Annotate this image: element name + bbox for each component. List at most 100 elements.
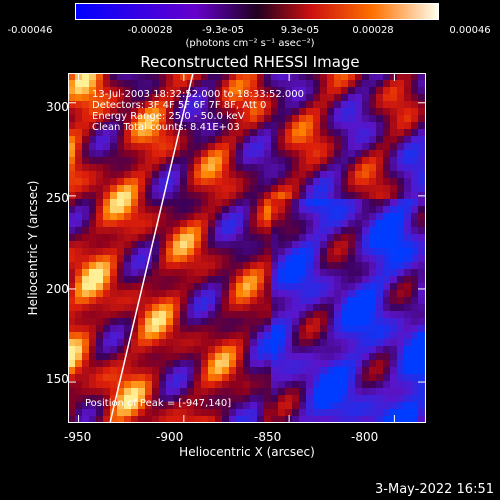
- heatmap-cell: [103, 374, 111, 382]
- heatmap-cell: [327, 297, 335, 305]
- heatmap-cell: [89, 402, 97, 410]
- heatmap-cell: [222, 360, 230, 368]
- heatmap-cell: [250, 402, 258, 410]
- heatmap-cell: [82, 395, 90, 403]
- heatmap-cell: [187, 360, 195, 368]
- heatmap-cell: [369, 283, 377, 291]
- heatmap-cell: [355, 199, 363, 207]
- heatmap-cell: [292, 150, 300, 158]
- heatmap-cell: [320, 276, 328, 284]
- heatmap-cell: [222, 276, 230, 284]
- heatmap-cell: [341, 276, 349, 284]
- heatmap-cell: [313, 213, 321, 221]
- heatmap-cell: [285, 164, 293, 172]
- heatmap-cell: [397, 297, 405, 305]
- heatmap-cell: [173, 416, 181, 423]
- heatmap-cell: [82, 297, 90, 305]
- heatmap-cell: [348, 402, 356, 410]
- heatmap-cell: [418, 402, 426, 410]
- heatmap-cell: [271, 213, 279, 221]
- heatmap-cell: [306, 206, 314, 214]
- heatmap-cell: [75, 388, 83, 396]
- heatmap-cell: [264, 101, 272, 109]
- heatmap-cell: [124, 178, 132, 186]
- heatmap-cell: [89, 339, 97, 347]
- heatmap-cell: [236, 374, 244, 382]
- heatmap-cell: [397, 206, 405, 214]
- heatmap-cell: [257, 360, 265, 368]
- heatmap-cell: [369, 150, 377, 158]
- heatmap-cell: [208, 381, 216, 389]
- heatmap-cell: [271, 262, 279, 270]
- heatmap-cell: [306, 220, 314, 228]
- heatmap-cell: [152, 409, 160, 417]
- heatmap-cell: [131, 171, 139, 179]
- heatmap-cell: [341, 290, 349, 298]
- heatmap-cell: [152, 339, 160, 347]
- heatmap-cell: [341, 297, 349, 305]
- heatmap-cell: [194, 346, 202, 354]
- heatmap-cell: [418, 115, 426, 123]
- heatmap-cell: [376, 318, 384, 326]
- heatmap-cell: [222, 416, 230, 423]
- heatmap-cell: [355, 283, 363, 291]
- heatmap-cell: [124, 360, 132, 368]
- heatmap-cell: [110, 262, 118, 270]
- heatmap-cell: [355, 185, 363, 193]
- heatmap-cell: [89, 122, 97, 130]
- heatmap-cell: [243, 73, 251, 81]
- heatmap-cell: [362, 388, 370, 396]
- heatmap-cell: [187, 157, 195, 165]
- heatmap-cell: [215, 122, 223, 130]
- heatmap-cell: [138, 304, 146, 312]
- heatmap-cell: [369, 255, 377, 263]
- heatmap-cell: [292, 157, 300, 165]
- heatmap-cell: [383, 248, 391, 256]
- heatmap-cell: [292, 283, 300, 291]
- heatmap-cell: [103, 311, 111, 319]
- heatmap-cell: [124, 213, 132, 221]
- heatmap-cell: [334, 367, 342, 375]
- heatmap-cell: [236, 388, 244, 396]
- heatmap-cell: [313, 318, 321, 326]
- heatmap-cell: [306, 248, 314, 256]
- heatmap-cell: [187, 122, 195, 130]
- heatmap-cell: [404, 185, 412, 193]
- heatmap-cell: [285, 122, 293, 130]
- heatmap-cell: [257, 325, 265, 333]
- heatmap-cell: [285, 171, 293, 179]
- heatmap-cell: [96, 262, 104, 270]
- heatmap-cell: [306, 213, 314, 221]
- heatmap-cell: [383, 269, 391, 277]
- heatmap-cell: [110, 206, 118, 214]
- heatmap-cell: [75, 157, 83, 165]
- heatmap-cell: [285, 227, 293, 235]
- heatmap-cell: [96, 234, 104, 242]
- heatmap-cell: [222, 332, 230, 340]
- heatmap-cell: [68, 227, 76, 235]
- heatmap-cell: [103, 388, 111, 396]
- heatmap-cell: [208, 234, 216, 242]
- heatmap-cell: [236, 381, 244, 389]
- heatmap-cell: [117, 353, 125, 361]
- chart-title: Reconstructed RHESSI Image: [140, 53, 360, 71]
- heatmap-cell: [327, 136, 335, 144]
- heatmap-cell: [250, 283, 258, 291]
- heatmap-cell: [89, 150, 97, 158]
- heatmap-cell: [292, 367, 300, 375]
- heatmap-cell: [327, 346, 335, 354]
- heatmap-cell: [131, 367, 139, 375]
- heatmap-cell: [327, 269, 335, 277]
- heatmap-cell: [383, 164, 391, 172]
- heatmap-cell: [236, 241, 244, 249]
- heatmap-cell: [278, 332, 286, 340]
- heatmap-cell: [124, 374, 132, 382]
- heatmap-cell: [215, 178, 223, 186]
- heatmap-cell: [355, 101, 363, 109]
- heatmap-cell: [313, 73, 321, 81]
- heatmap-cell: [320, 87, 328, 95]
- heatmap-cell: [194, 276, 202, 284]
- heatmap-cell: [250, 409, 258, 417]
- heatmap-cell: [327, 80, 335, 88]
- heatmap-cell: [173, 80, 181, 88]
